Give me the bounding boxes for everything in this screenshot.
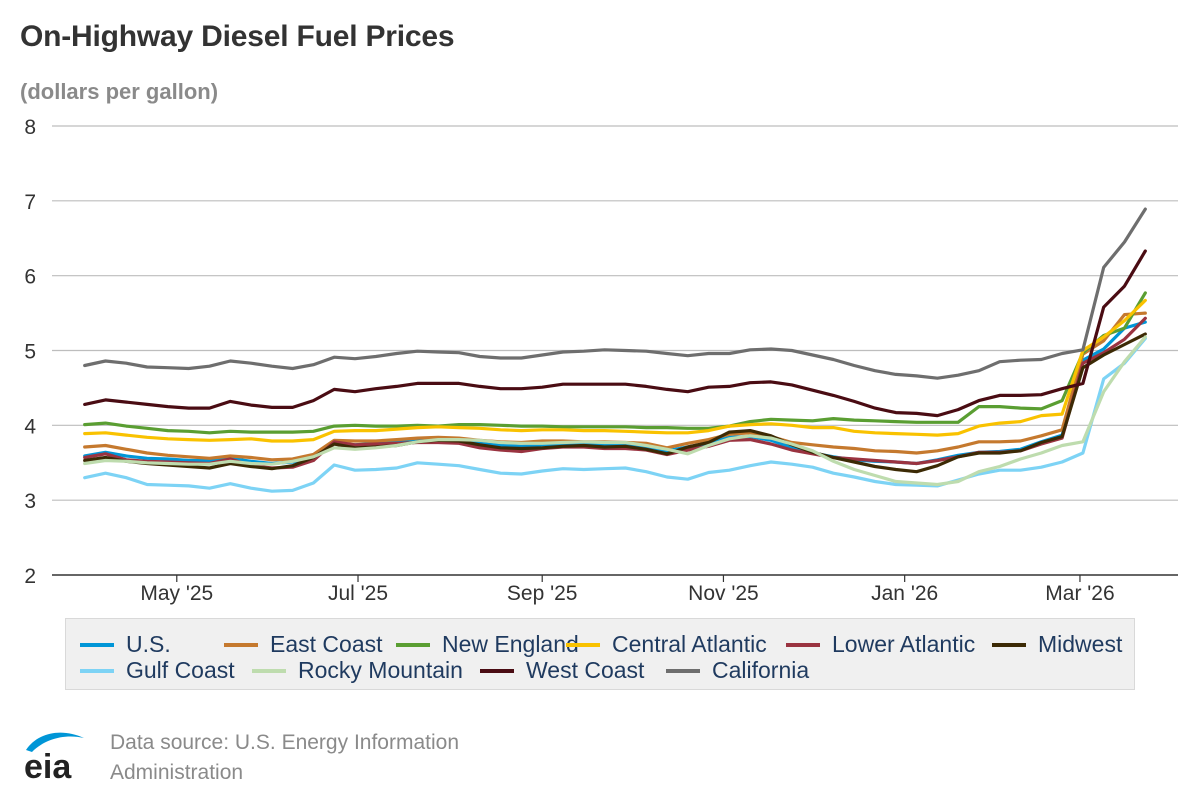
legend-item-new-england[interactable]: New England xyxy=(396,631,579,658)
y-tick-label: 8 xyxy=(24,116,36,139)
y-tick-label: 5 xyxy=(24,341,36,364)
legend-swatch xyxy=(80,668,114,673)
data-source-note: Data source: U.S. Energy Information Adm… xyxy=(110,728,459,788)
x-tick-label: Sep '25 xyxy=(507,582,578,605)
series-line-midwest xyxy=(83,332,1147,474)
legend-item-gulf-coast[interactable]: Gulf Coast xyxy=(80,657,235,684)
legend-item-east-coast[interactable]: East Coast xyxy=(224,631,383,658)
legend-label: U.S. xyxy=(126,631,171,657)
data-source-line-1: Data source: U.S. Energy Information xyxy=(110,731,459,754)
eia-logo-arc xyxy=(26,732,84,752)
legend-swatch xyxy=(992,642,1026,647)
legend-item-lower-atlantic[interactable]: Lower Atlantic xyxy=(786,631,975,658)
legend-label: Midwest xyxy=(1038,631,1123,657)
series-line-west-coast xyxy=(83,249,1147,418)
legend-swatch xyxy=(566,642,600,647)
legend-label: California xyxy=(712,657,810,683)
chart-title: On-Highway Diesel Fuel Prices xyxy=(20,20,455,53)
legend-label: Gulf Coast xyxy=(126,657,235,683)
legend-item-california[interactable]: California xyxy=(666,657,809,684)
legend-label: Lower Atlantic xyxy=(832,631,976,657)
y-tick-label: 7 xyxy=(24,191,36,214)
legend-label: Rocky Mountain xyxy=(298,657,463,683)
y-tick-label: 3 xyxy=(24,490,36,513)
legend-item-central-atlantic[interactable]: Central Atlantic xyxy=(566,631,767,658)
legend-swatch xyxy=(786,642,820,647)
x-tick-label: May '25 xyxy=(140,582,213,605)
x-tick-label: Jul '25 xyxy=(328,582,388,605)
x-tick-label: Mar '26 xyxy=(1045,582,1114,605)
x-tick-label: Jan '26 xyxy=(871,582,938,605)
legend-item-midwest[interactable]: Midwest xyxy=(992,631,1122,658)
eia-logo-text: eia xyxy=(24,748,72,786)
y-tick-label: 2 xyxy=(24,565,36,588)
data-source-line-2: Administration xyxy=(110,761,244,784)
eia-logo-icon: eia xyxy=(24,732,84,786)
y-tick-label: 6 xyxy=(24,266,36,289)
legend-swatch xyxy=(252,668,286,673)
series-line-california xyxy=(83,207,1147,380)
legend-item-west-coast[interactable]: West Coast xyxy=(480,657,644,684)
legend-swatch xyxy=(480,668,514,673)
chart-legend: U.S. East Coast New England Central Atlanti… xyxy=(65,618,1135,690)
legend-label: East Coast xyxy=(270,631,383,657)
legend-item-u-s[interactable]: U.S. xyxy=(80,631,171,658)
legend-swatch xyxy=(666,668,700,673)
legend-label: West Coast xyxy=(526,657,645,683)
series-line-rocky-mountain xyxy=(83,335,1147,487)
legend-swatch xyxy=(80,642,114,647)
x-tick-label: Nov '25 xyxy=(688,582,759,605)
series-line-new-england xyxy=(83,291,1147,435)
legend-item-rocky-mountain[interactable]: Rocky Mountain xyxy=(252,657,463,684)
y-tick-label: 4 xyxy=(24,415,36,438)
legend-swatch xyxy=(396,642,430,647)
legend-swatch xyxy=(224,642,258,647)
series-line-central-atlantic xyxy=(83,298,1147,443)
legend-label: Central Atlantic xyxy=(612,631,767,657)
y-axis-unit-label: (dollars per gallon) xyxy=(20,79,219,104)
legend-label: New England xyxy=(442,631,579,657)
